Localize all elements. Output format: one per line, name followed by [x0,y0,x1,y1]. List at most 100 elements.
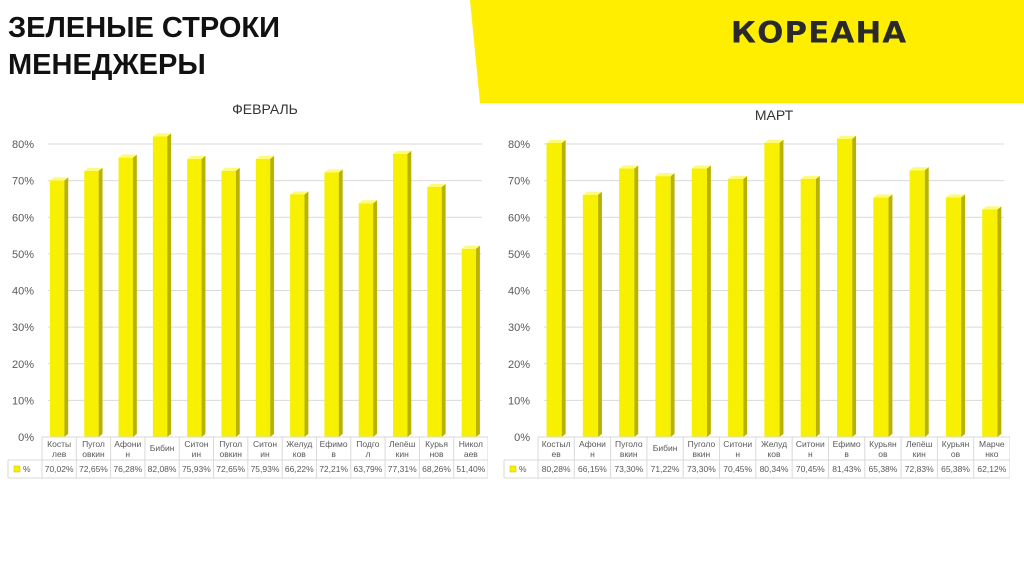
bar [619,168,635,437]
x-category-label: Пуголо [688,439,716,449]
x-category-label: н [590,449,595,459]
data-label: 77,31% [388,464,417,474]
y-tick-label: 70% [12,176,34,188]
x-category-label: Ситон [184,439,208,449]
x-category-label: Пугол [82,439,105,449]
x-category-label: Желуд [286,439,312,449]
bar-top [290,191,309,195]
bar [982,209,998,437]
bar [909,170,925,437]
bar-side [476,245,480,437]
x-category-label: Курья [425,439,448,449]
bar-side [441,183,446,437]
y-tick-label: 0% [514,432,530,444]
x-category-label: Пугол [219,439,242,449]
bar [187,158,202,437]
data-label: 51,40% [456,464,485,474]
bar [691,168,708,437]
bar [152,136,168,437]
bar [84,170,99,437]
bar [764,142,780,437]
y-tick-label: 50% [12,249,34,261]
bar [582,194,599,437]
legend-swatch [13,465,21,473]
x-category-label: л [365,449,370,459]
chart-title: МАРТ [755,107,794,123]
bar-top [945,194,966,198]
bar-side [961,194,966,437]
bar [427,186,442,437]
data-label: 82,08% [148,464,177,474]
bar-top [836,135,857,139]
data-label: 66,22% [285,464,314,474]
bar-top [982,206,1002,210]
chart-february: ФЕВРАЛЬ 0% 10% 20% 30% 40% 50% 60% 70% 80% Косты ле… [4,96,488,486]
slide-title: ЗЕЛЕНЫЕ СТРОКИ МЕНЕДЖЕРЫ [8,10,280,84]
data-label: 80,28% [542,464,571,474]
x-category-label: Афони [579,439,606,449]
y-tick-label: 40% [508,286,530,298]
bar [655,176,671,438]
y-tick-label: 10% [508,395,530,407]
legend-label: % [23,464,31,474]
bar [358,203,374,437]
y-tick-label: 60% [12,212,34,224]
chart-february-svg: ФЕВРАЛЬ 0% 10% 20% 30% 40% 50% 60% 70% 80% Костыле… [7,101,488,479]
bar-top [221,167,240,171]
data-label: 63,79% [354,464,383,474]
x-category-label: н [735,449,740,459]
bar-side [304,191,309,437]
x-category-label: Ситони [796,439,825,449]
y-tick-label: 60% [508,212,530,224]
bar-side [201,155,206,437]
x-category-label: вкин [693,449,711,459]
bar [290,194,305,437]
x-category-label: Ситон [253,439,277,449]
title-line-2: МЕНЕДЖЕРЫ [8,49,206,81]
x-category-label: ов [878,449,888,459]
bar-side [924,167,929,438]
title-line-1: ЗЕЛЕНЫЕ СТРОКИ [8,12,280,44]
bar-side [98,167,103,437]
y-tick-label: 30% [12,322,34,334]
bar-top [691,165,711,169]
bar-side [167,133,172,437]
bar-top [118,154,137,158]
data-label: 75,93% [182,464,211,474]
x-category-label: ин [260,449,270,459]
bar-top [873,194,893,198]
bar [393,153,408,438]
bar [728,178,744,437]
data-label: 72,83% [905,464,934,474]
bar [873,197,889,437]
x-category-label: вкин [620,449,638,459]
x-category-label: Лепёш [906,439,933,449]
x-category-label: Курьян [869,439,897,449]
x-category-label: нко [985,449,999,459]
bar-side [997,206,1002,437]
bar-top [546,139,566,143]
y-tick-label: 30% [508,322,530,334]
bar-side [888,194,893,437]
x-category-label: Пуголо [615,439,643,449]
bar-top [84,167,103,171]
y-tick-label: 70% [508,176,530,188]
bar-top [619,165,639,169]
x-category-label: Косты [47,439,71,449]
bar-top [324,169,343,173]
bar-top [582,191,602,195]
x-category-label: Курьян [942,439,970,449]
bar [49,180,65,437]
x-category-label: нов [430,449,444,459]
bar [118,157,133,437]
x-category-label: Бибин [653,443,678,453]
bar-side [707,165,711,438]
x-category-label: Никол [459,439,483,449]
x-category-label: кин [396,449,409,459]
bar-side [64,177,69,438]
y-tick-label: 40% [12,286,34,298]
data-label: 72,21% [319,464,348,474]
data-label: 65,38% [941,464,970,474]
bar-top [764,139,784,143]
